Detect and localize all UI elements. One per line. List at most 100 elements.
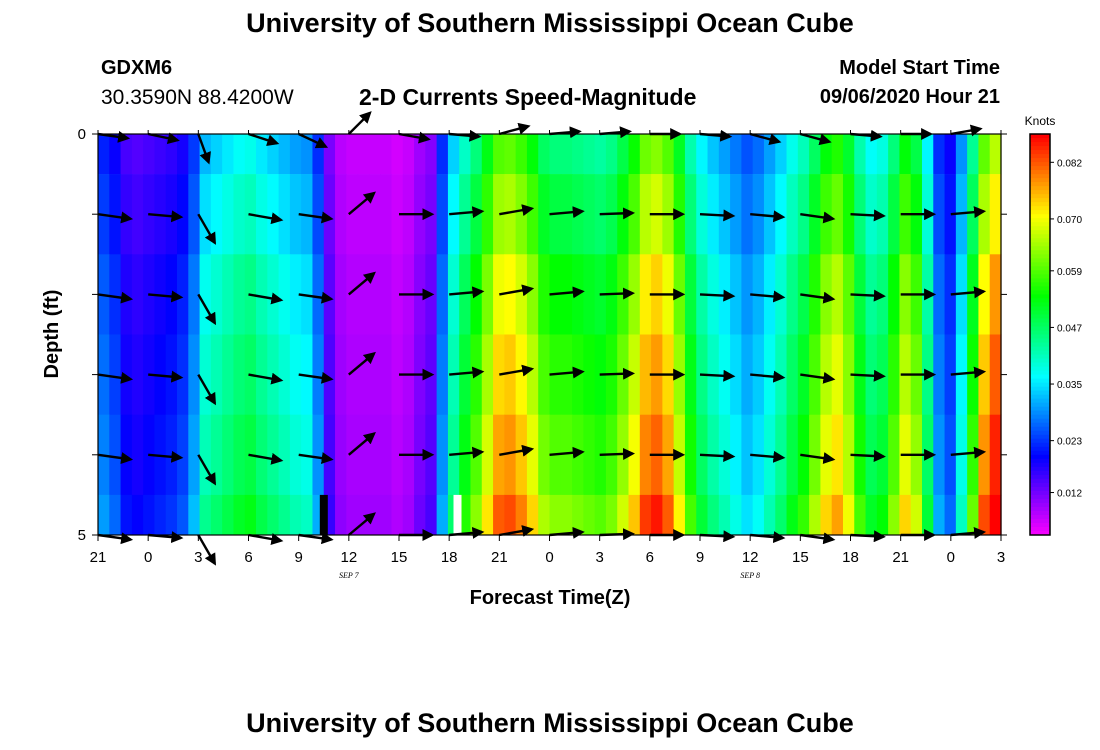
heat-cell [628, 414, 641, 496]
heat-cell [470, 334, 483, 415]
colorbar-tick-label: 0.047 [1057, 323, 1082, 334]
heat-cell [222, 414, 235, 496]
heat-cell [967, 254, 980, 335]
heat-cell [763, 254, 776, 335]
colorbar-segment [1030, 330, 1050, 335]
heat-cell [177, 334, 189, 415]
heat-cell [493, 494, 505, 536]
heat-cell [888, 254, 901, 335]
heat-cell [888, 134, 901, 175]
heat-cell [199, 414, 212, 496]
heat-cell [188, 254, 201, 335]
heat-cell [368, 174, 381, 255]
heat-cell [921, 494, 934, 536]
heat-cell [470, 494, 483, 536]
colorbar-segment [1030, 278, 1050, 283]
heat-cell [684, 334, 697, 415]
heat-cell [978, 174, 991, 255]
heat-cell [335, 134, 347, 175]
heat-cell [989, 254, 1002, 335]
heat-cell [673, 134, 686, 175]
heat-cell [707, 134, 720, 175]
heat-cell [120, 254, 133, 335]
heat-cell [323, 134, 336, 175]
colorbar-segment [1030, 302, 1050, 307]
heat-cell [357, 254, 370, 335]
heat-cell [831, 334, 844, 415]
colorbar-segment [1030, 446, 1050, 452]
heat-cell [594, 134, 607, 175]
heat-cell [730, 414, 742, 496]
heat-cell [809, 494, 821, 536]
heat-cell [944, 174, 957, 255]
footer-title: University of Southern Mississippi Ocean… [246, 708, 854, 738]
heat-cell [662, 134, 675, 175]
current-arrow [699, 450, 736, 462]
heat-cell [888, 174, 901, 255]
current-arrow [97, 291, 134, 304]
heat-cell [188, 134, 201, 175]
current-arrow [699, 289, 736, 302]
current-arrow [248, 533, 284, 545]
heat-cell [730, 134, 742, 175]
heat-cell [933, 414, 946, 496]
heat-cell [447, 134, 460, 175]
colorbar-segment [1030, 218, 1050, 223]
heat-cell [899, 494, 912, 536]
heat-cell [876, 414, 889, 496]
heat-cell [267, 134, 280, 175]
colorbar-segment [1030, 418, 1050, 424]
current-arrow [449, 366, 485, 379]
heat-cell [357, 334, 370, 415]
colorbar-segment [1030, 526, 1050, 532]
heat-cell [278, 134, 291, 175]
colorbar-segment [1030, 242, 1050, 247]
heat-cell [831, 134, 844, 175]
heat-cell [165, 334, 178, 415]
model-start-label: Model Start Time [839, 57, 1000, 79]
colorbar-segment [1030, 178, 1050, 183]
current-arrow [499, 284, 535, 297]
heat-cell [967, 414, 980, 496]
heat-cell [312, 414, 325, 496]
heat-cell [323, 414, 336, 496]
colorbar-segment [1030, 318, 1050, 323]
heat-cell [831, 494, 844, 536]
heat-cell [199, 254, 212, 335]
colorbar-segment [1030, 286, 1050, 291]
heat-cell [402, 134, 415, 175]
heat-cell [989, 414, 1002, 496]
colorbar-segment [1030, 518, 1050, 524]
current-arrow [298, 211, 334, 224]
heat-cell [312, 494, 325, 536]
colorbar-segment [1030, 234, 1050, 239]
heat-cell [978, 254, 991, 335]
heat-cell [131, 174, 144, 255]
heat-cell [989, 494, 1002, 536]
heat-cell [933, 494, 946, 536]
current-arrow [197, 213, 216, 245]
heat-cell [775, 174, 788, 255]
heat-cell [820, 254, 833, 335]
heat-cell [989, 134, 1002, 175]
current-arrow [800, 532, 836, 545]
colorbar-segment [1030, 338, 1050, 344]
heat-cell [278, 414, 291, 496]
heat-cell [515, 254, 528, 335]
heat-cell [572, 494, 584, 536]
colorbar-segment [1030, 414, 1050, 420]
heat-cell [188, 174, 201, 255]
y-tick-label: 5 [78, 527, 86, 544]
current-arrow [298, 532, 334, 545]
heat-cell [933, 134, 946, 175]
current-arrow [348, 191, 376, 216]
heat-cell [639, 334, 652, 415]
heat-cell [786, 414, 799, 496]
heat-cell [583, 174, 596, 255]
heat-cell [199, 174, 212, 255]
heat-cell [98, 134, 110, 175]
current-arrow [950, 366, 987, 379]
heat-cell [763, 334, 776, 415]
heat-cell [357, 414, 370, 496]
current-arrow [148, 210, 184, 223]
